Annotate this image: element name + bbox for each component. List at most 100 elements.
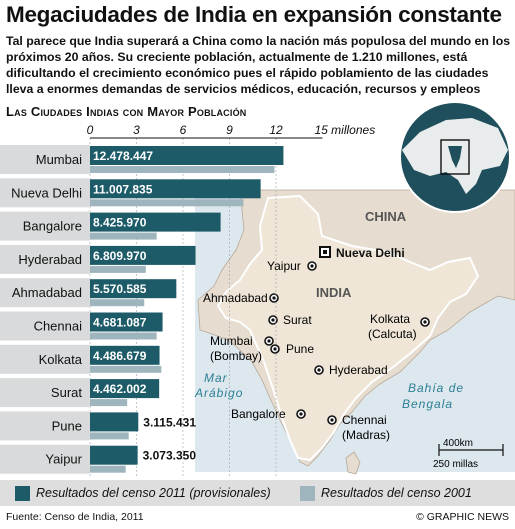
label-city-alt: (Calcuta) <box>368 327 417 341</box>
value-label: 12.478.447 <box>93 149 153 163</box>
bar-row: Chennai 4.681.087 <box>0 311 163 341</box>
city-dot-center <box>310 264 314 268</box>
category-band <box>0 311 90 341</box>
category-label: Yaipur <box>45 452 82 467</box>
label-city: Pune <box>286 342 314 356</box>
capital-marker: Nueva Delhi <box>319 246 405 260</box>
x-tick-label: 3 <box>133 123 140 137</box>
category-band <box>0 145 90 174</box>
x-tick-label-max: 15 millones <box>315 123 376 137</box>
category-band <box>0 244 90 274</box>
label-city: Surat <box>283 313 312 327</box>
city-chennai: Chennai (Madras) <box>327 413 390 442</box>
label-city-alt: (Bombay) <box>210 349 262 363</box>
bar-row: Hyderabad 6.809.970 <box>0 244 196 274</box>
legend: Resultados del censo 2011 (provisionales… <box>0 480 515 506</box>
bar-2001 <box>90 399 128 407</box>
city-dot-center <box>317 368 321 372</box>
city-dot-center <box>423 320 427 324</box>
subtitle: Tal parece que India superará a China co… <box>6 34 511 96</box>
city-pune: Pune <box>270 342 314 356</box>
chart-title: Las Ciudades Indias con Mayor Población <box>6 104 247 119</box>
bar-2011 <box>90 179 261 199</box>
city-dot-center <box>299 412 303 416</box>
label-sea-arabian-1: Mar <box>204 371 228 385</box>
city-dot-center <box>273 347 277 351</box>
label-city: Bangalore <box>231 407 286 421</box>
bar-row: Surat 4.462.002 <box>0 378 160 408</box>
bar-2011 <box>90 445 138 465</box>
x-tick-label: 0 <box>87 123 94 137</box>
bar-2011 <box>90 212 221 232</box>
legend-label-2011: Resultados del censo 2011 (provisionales… <box>36 486 271 500</box>
bar-2011 <box>90 146 284 165</box>
label-city: Yaipur <box>267 259 301 273</box>
bar-row: Ahmadabad 5.570.585 <box>0 278 177 308</box>
category-band <box>0 378 90 408</box>
category-band <box>0 411 90 441</box>
bar-2001 <box>90 299 145 307</box>
city-yaipur: Yaipur <box>267 259 317 273</box>
bar-2011 <box>90 379 160 399</box>
category-label: Hyderabad <box>18 252 82 267</box>
capital-square-inner <box>323 250 327 254</box>
value-label: 4.462.002 <box>93 382 147 396</box>
bar-row: Kolkata 4.486.679 <box>0 344 162 374</box>
scale-km: 400km <box>443 438 473 449</box>
category-label: Surat <box>51 385 82 400</box>
india-map: CHINA INDIA Mar Arábigo Bahía de Bengala… <box>194 101 515 475</box>
category-label: Ahmadabad <box>12 285 82 300</box>
bar-row: Bangalore 8.425.970 <box>0 211 221 241</box>
value-label: 11.007.835 <box>93 182 153 196</box>
value-label: 4.681.087 <box>93 316 147 330</box>
city-dot-center <box>330 418 334 422</box>
label-city: Ahmadabad <box>203 291 268 305</box>
category-label: Pune <box>52 418 82 433</box>
category-label: Bangalore <box>23 219 82 234</box>
bar-row: Pune 3.115.431 <box>0 411 196 441</box>
india-outline <box>216 194 480 462</box>
map-scale: 400km 250 millas <box>433 438 504 470</box>
scale-miles: 250 millas <box>433 459 478 470</box>
bar-chart: 0 3 6 9 12 15 millones Mumbai 12.478.447 Nueva … <box>0 123 375 476</box>
value-label: 5.570.585 <box>93 282 147 296</box>
sri-lanka <box>345 451 361 475</box>
city-dot-center <box>271 318 275 322</box>
label-china: CHINA <box>365 209 407 224</box>
bars: Mumbai 12.478.447 Nueva Delhi 11.007.835 Ban… <box>0 145 284 474</box>
label-nueva-delhi: Nueva Delhi <box>336 246 405 260</box>
value-label: 3.115.431 <box>143 415 196 429</box>
value-label: 6.809.970 <box>93 249 147 263</box>
value-label: 4.486.679 <box>93 349 147 363</box>
x-tick-label: 6 <box>180 123 187 137</box>
globe-locator <box>399 101 511 213</box>
city-hyderabad: Hyderabad <box>314 363 388 377</box>
label-sea-bengal-1: Bahía de <box>408 381 464 395</box>
label-sea-bengal-2: Bengala <box>402 397 453 411</box>
bar-2001 <box>90 166 275 173</box>
category-band <box>0 278 90 308</box>
category-label: Chennai <box>34 319 83 334</box>
city-surat: Surat <box>268 313 312 327</box>
city-dot-center <box>267 339 271 343</box>
city-dot-center <box>272 296 276 300</box>
bar-2001 <box>90 465 126 473</box>
bar-2001 <box>90 365 162 373</box>
legend-swatch-2011 <box>15 486 30 501</box>
bar-2001 <box>90 265 146 273</box>
bar-2001 <box>90 232 157 240</box>
label-city: Hyderabad <box>329 363 388 377</box>
value-label: 3.073.350 <box>143 449 197 463</box>
bar-row: Yaipur 3.073.350 <box>0 444 197 474</box>
bar-2001 <box>90 199 244 207</box>
category-band <box>0 178 90 208</box>
globe-highlight-box <box>440 139 470 175</box>
category-label: Mumbai <box>36 152 82 167</box>
city-mumbai: Mumbai (Bombay) <box>210 334 274 363</box>
category-band <box>0 211 90 241</box>
bar-2011 <box>90 245 196 265</box>
label-city-alt: (Madras) <box>342 428 390 442</box>
bar-2001 <box>90 432 129 440</box>
